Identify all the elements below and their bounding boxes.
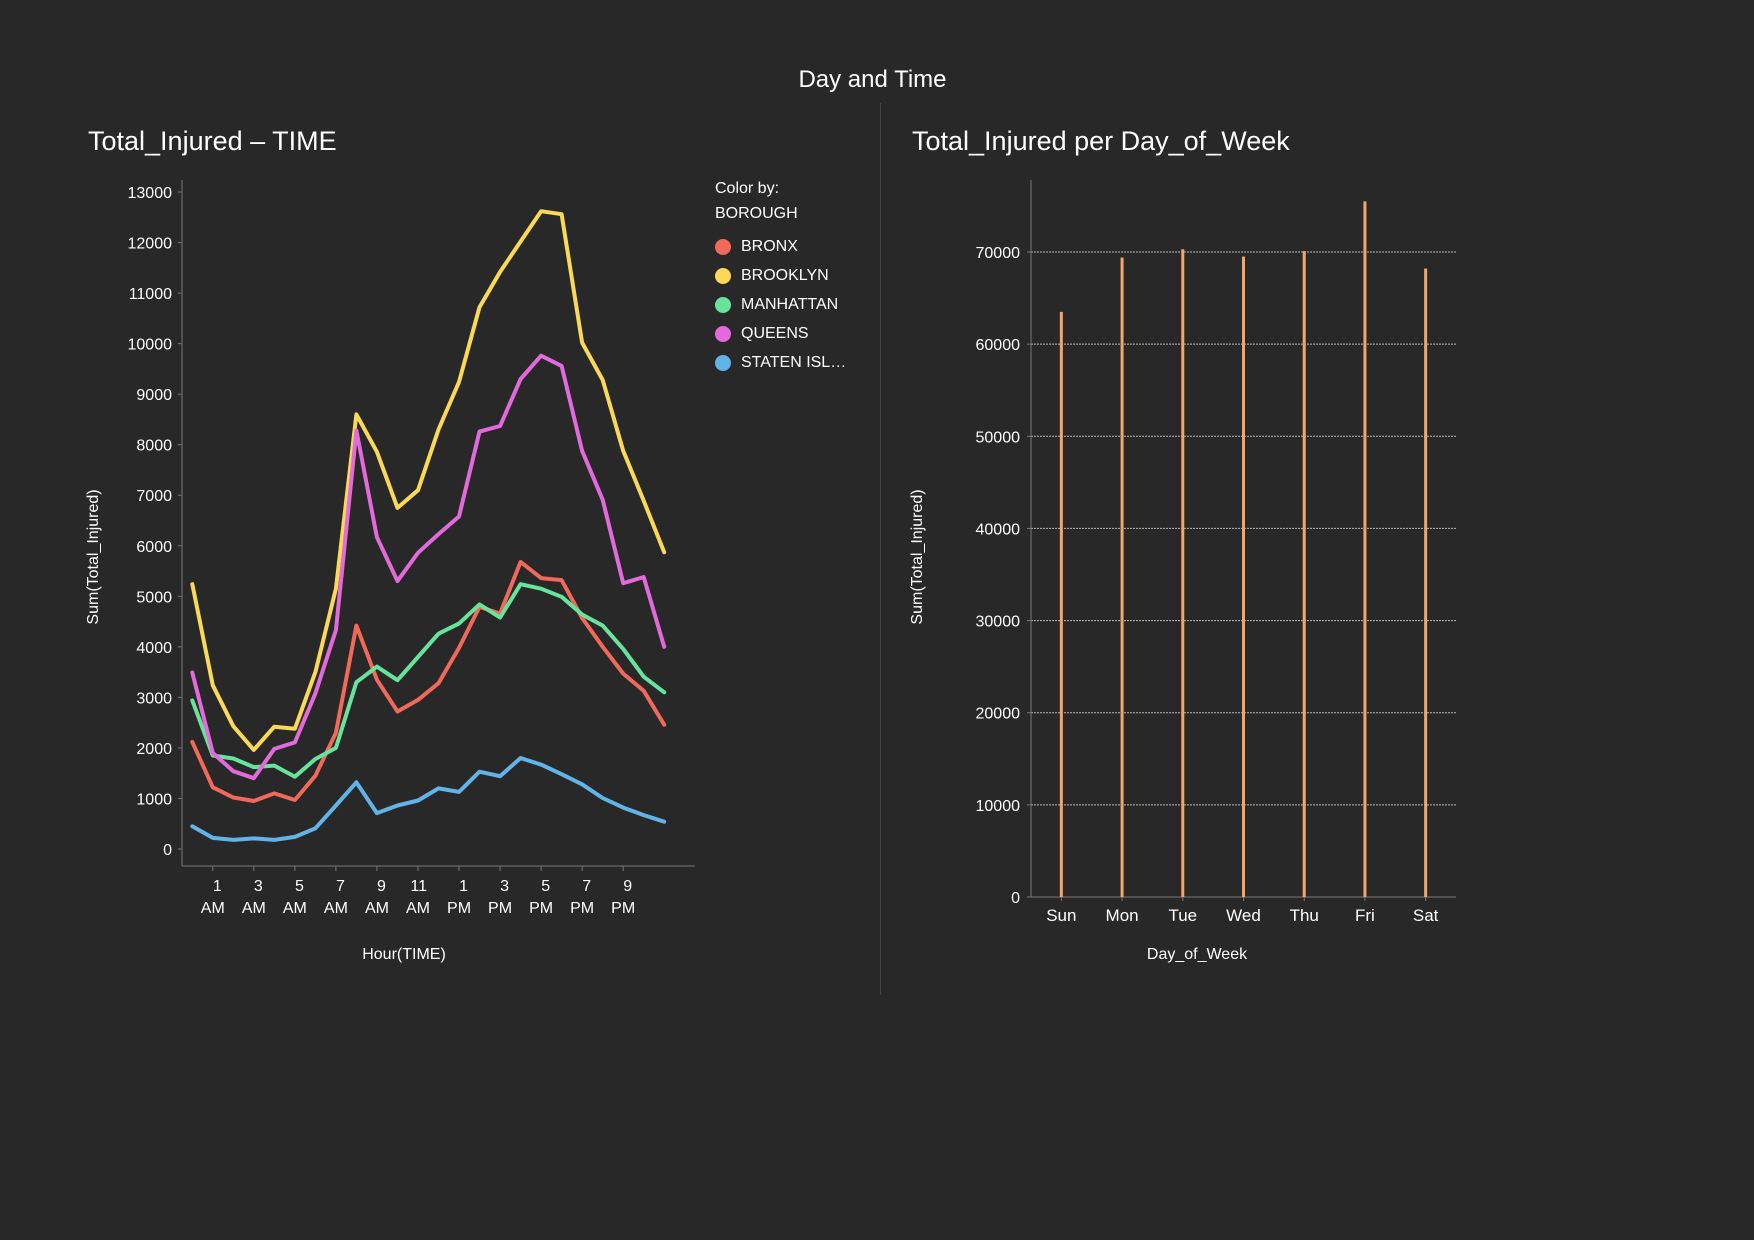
legend-header-line2: BOROUGH bbox=[715, 205, 798, 222]
y-tick-label: 10000 bbox=[976, 798, 1021, 815]
legend: Color by: BOROUGH BRONX BROOKLYN MANHATTAN… bbox=[715, 176, 846, 382]
legend-label: BROOKLYN bbox=[741, 267, 829, 284]
series-line-staten-isl[interactable] bbox=[190, 756, 667, 842]
x-tick-label: PM bbox=[447, 900, 471, 917]
y-tick-label: 60000 bbox=[976, 337, 1021, 354]
bar-wed[interactable] bbox=[1242, 256, 1245, 897]
bar-sun[interactable] bbox=[1059, 311, 1063, 898]
y-tick-label: 11000 bbox=[129, 286, 172, 303]
legend-label: STATEN ISL… bbox=[741, 354, 847, 371]
legend-item-brooklyn[interactable]: BROOKLYN bbox=[715, 266, 835, 295]
x-tick-label: Mon bbox=[1106, 906, 1139, 925]
series-line-queens[interactable] bbox=[190, 353, 667, 781]
legend-item-manhattan[interactable]: MANHATTAN bbox=[715, 295, 839, 324]
bar-tue[interactable] bbox=[1181, 249, 1185, 897]
y-tick-label: 20000 bbox=[976, 706, 1021, 723]
legend-header: Color by: BOROUGH bbox=[715, 176, 835, 226]
x-tick-label: Wed bbox=[1226, 906, 1261, 925]
bar-mon[interactable] bbox=[1120, 257, 1124, 897]
x-tick-label: Sat bbox=[1413, 906, 1439, 925]
bar-thu[interactable] bbox=[1302, 251, 1306, 898]
x-tick-label: Sun bbox=[1046, 906, 1076, 925]
series-line-bronx[interactable] bbox=[190, 559, 667, 803]
legend-swatch bbox=[715, 297, 731, 313]
legend-swatch bbox=[715, 326, 731, 342]
x-tick-label: 11 bbox=[410, 878, 427, 895]
bar-sat[interactable] bbox=[1424, 268, 1428, 898]
x-tick-label: 3 bbox=[254, 878, 263, 895]
x-tick-label: 1 bbox=[459, 878, 468, 895]
x-tick-label: PM bbox=[570, 900, 594, 917]
y-axis-label: Sum(Total_Injured) bbox=[85, 489, 102, 624]
legend-item-bronx[interactable]: BRONX bbox=[715, 237, 835, 266]
x-tick-label: Tue bbox=[1168, 906, 1197, 925]
y-tick-label: 30000 bbox=[976, 614, 1021, 631]
x-tick-label: PM bbox=[529, 900, 553, 917]
y-axis-label: Sum(Total_Injured) bbox=[909, 489, 926, 624]
y-tick-label: 6000 bbox=[136, 539, 172, 556]
panel-divider bbox=[880, 103, 881, 995]
y-tick-label: 3000 bbox=[136, 690, 172, 707]
line-chart-title: Total_Injured – TIME bbox=[88, 126, 337, 156]
y-tick-label: 13000 bbox=[128, 185, 173, 202]
bar-chart-title: Total_Injured per Day_of_Week bbox=[912, 126, 1290, 156]
legend-items: BRONX BROOKLYN MANHATTAN QUEENS STATEN ISL… bbox=[715, 237, 846, 382]
x-tick-label: 1 bbox=[213, 878, 222, 895]
x-tick-label: 7 bbox=[582, 878, 591, 895]
legend-swatch bbox=[715, 268, 731, 284]
x-tick-label: PM bbox=[611, 900, 635, 917]
series-line-manhattan[interactable] bbox=[190, 582, 667, 779]
legend-item-queens[interactable]: QUEENS bbox=[715, 324, 835, 353]
y-tick-label: 70000 bbox=[976, 245, 1021, 262]
y-tick-label: 10000 bbox=[128, 337, 173, 354]
y-tick-label: 0 bbox=[163, 842, 172, 859]
x-tick-label: AM bbox=[324, 900, 348, 917]
x-tick-label: 7 bbox=[336, 878, 345, 895]
dashboard-title: Day and Time bbox=[798, 66, 947, 93]
x-tick-label: 3 bbox=[500, 878, 509, 895]
legend-header-line1: Color by: bbox=[715, 180, 780, 197]
y-tick-label: 7000 bbox=[136, 488, 172, 505]
x-axis-label: Day_of_Week bbox=[1147, 946, 1248, 963]
x-tick-label: AM bbox=[201, 900, 225, 917]
legend-label: QUEENS bbox=[741, 325, 809, 342]
x-tick-label: 5 bbox=[295, 878, 304, 895]
x-tick-label: AM bbox=[406, 900, 430, 917]
x-tick-label: PM bbox=[488, 900, 512, 917]
legend-swatch bbox=[715, 239, 731, 255]
x-tick-label: Thu bbox=[1290, 906, 1319, 925]
y-tick-label: 9000 bbox=[136, 387, 172, 404]
y-tick-label: 1000 bbox=[136, 791, 172, 808]
x-tick-label: AM bbox=[283, 900, 307, 917]
y-tick-label: 8000 bbox=[136, 438, 172, 455]
y-tick-label: 2000 bbox=[136, 741, 172, 758]
legend-swatch bbox=[715, 355, 731, 371]
x-tick-label: AM bbox=[365, 900, 389, 917]
y-tick-label: 5000 bbox=[136, 589, 172, 606]
series-line-brooklyn[interactable] bbox=[190, 209, 667, 752]
legend-label: BRONX bbox=[741, 238, 798, 255]
legend-label: MANHATTAN bbox=[741, 296, 839, 313]
y-tick-label: 4000 bbox=[136, 640, 172, 657]
x-tick-label: AM bbox=[242, 900, 266, 917]
bar-fri[interactable] bbox=[1363, 201, 1367, 898]
y-tick-label: 12000 bbox=[128, 236, 173, 253]
y-tick-label: 0 bbox=[1011, 890, 1020, 907]
line-chart[interactable]: 0 1000 2000 3000 4000 5000 6000 7000 8000 9000 100… bbox=[0, 0, 880, 1000]
x-tick-label: Fri bbox=[1355, 906, 1375, 925]
y-tick-label: 50000 bbox=[976, 429, 1021, 446]
x-tick-label: 9 bbox=[377, 878, 386, 895]
x-axis-label: Hour(TIME) bbox=[362, 946, 446, 963]
x-tick-label: 9 bbox=[623, 878, 632, 895]
y-tick-label: 40000 bbox=[976, 521, 1021, 538]
legend-item-staten-isl[interactable]: STATEN ISL… bbox=[715, 353, 846, 382]
x-tick-label: 5 bbox=[541, 878, 550, 895]
